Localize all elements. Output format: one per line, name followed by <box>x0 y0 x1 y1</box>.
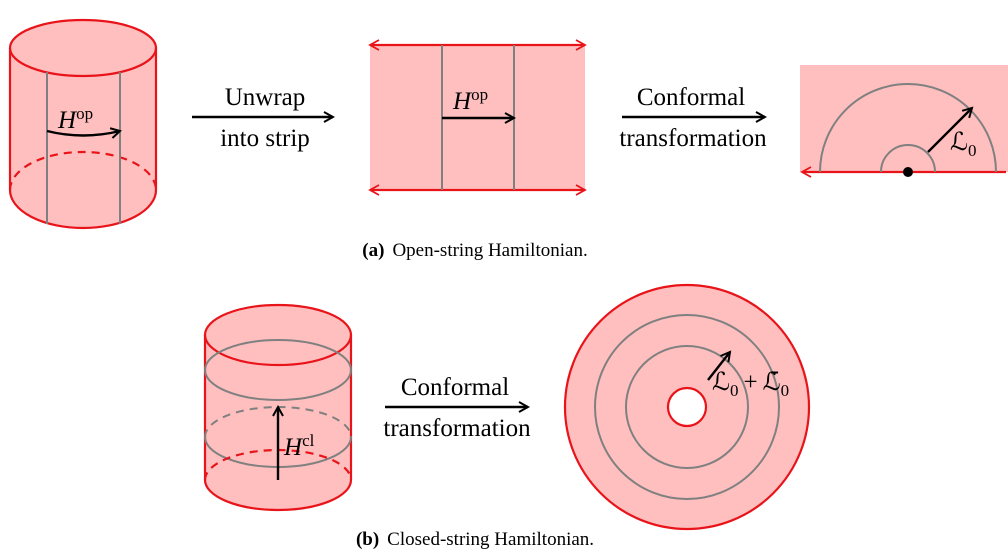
operator-sup: op <box>76 104 93 123</box>
step-label: transformation <box>383 415 531 442</box>
step-label: Conformal <box>401 374 509 401</box>
half-plane: ℒ0 <box>800 65 1008 177</box>
figure: Hop Unwrap into strip Hop Conformal tran… <box>0 0 1008 554</box>
step-label: Unwrap <box>225 84 306 111</box>
puncture <box>668 388 706 426</box>
operator-sub: 0 <box>730 381 739 400</box>
operator-sub: 0 <box>968 141 977 160</box>
step-label: transformation <box>619 125 767 152</box>
operator-base: H <box>452 88 473 115</box>
caption: (a) Open-string Hamiltonian. <box>362 240 587 261</box>
operator-sub: 0 <box>781 381 790 400</box>
caption-tag: (b) <box>356 529 379 550</box>
operator-plus: + <box>744 369 758 396</box>
operator-sup: cl <box>302 431 315 450</box>
caption-text: Open-string Hamiltonian. <box>392 240 587 261</box>
operator-sup: op <box>471 85 488 104</box>
operator-base: H <box>57 107 78 134</box>
caption-tag: (a) <box>362 240 384 261</box>
caption: (b) Closed-string Hamiltonian. <box>356 529 594 550</box>
operator-label: ℒ0+ℒ̄0 <box>712 369 789 400</box>
closed-cylinder: Hcl <box>205 305 351 510</box>
operator-base: ℒ̄ <box>763 369 781 396</box>
strip: Hop <box>370 45 585 190</box>
operator-base: ℒ <box>712 369 730 396</box>
origin-dot <box>903 167 913 177</box>
step-label: into strip <box>220 125 310 152</box>
operator-base: H <box>283 434 304 461</box>
operator-base: ℒ <box>950 129 968 156</box>
caption-text: Closed-string Hamiltonian. <box>387 529 594 550</box>
open-cylinder: Hop <box>10 20 156 228</box>
step-label: Conformal <box>637 84 745 111</box>
disk: ℒ0+ℒ̄0 <box>565 285 809 529</box>
